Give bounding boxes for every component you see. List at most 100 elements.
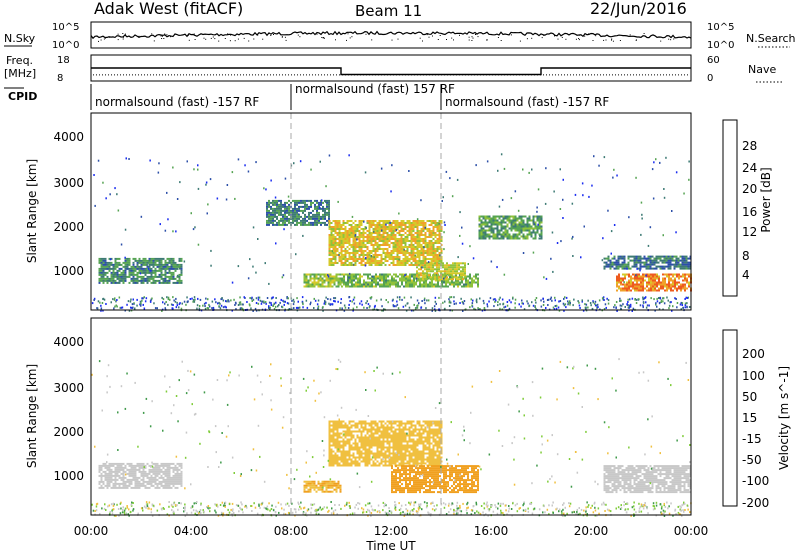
data-cell [348,446,351,449]
ground-scatter-cell [591,307,594,310]
data-cell [374,232,377,234]
ground-scatter-cell [369,305,371,308]
ground-scatter-cell [581,300,583,303]
data-cell [422,264,424,267]
data-cell [336,464,339,467]
data-cell [106,472,109,475]
data-cell [148,263,151,266]
data-cell [434,256,437,258]
data-cell [418,220,421,222]
noise-search-dot [163,38,165,39]
data-cell [402,234,405,236]
data-cell [330,444,333,447]
data-cell [396,258,399,260]
data-cell [500,227,503,230]
data-cell [436,230,439,232]
data-cell [431,279,433,282]
data-cell [126,478,129,481]
data-cell [410,236,413,238]
data-cell [637,255,640,258]
data-cell [488,217,491,220]
sparse-echo-cell [475,164,477,167]
data-cell [272,199,274,202]
data-cell [436,270,438,273]
data-cell [124,263,127,266]
data-cell [336,228,339,230]
data-cell [371,285,373,288]
data-cell [422,274,424,277]
data-cell [422,226,425,228]
data-cell [360,264,363,266]
data-cell [416,254,419,256]
data-cell [682,273,684,276]
data-cell [332,458,335,461]
data-cell [280,199,282,202]
data-cell [124,257,127,260]
data-cell [633,265,636,268]
data-cell [432,244,435,246]
data-cell [430,254,433,256]
data-cell [332,450,335,453]
data-cell [360,222,363,224]
data-cell [337,283,340,286]
ground-scatter-cell [558,300,560,303]
data-cell [344,242,347,244]
data-cell [488,215,491,218]
data-cell [278,199,280,202]
ground-scatter-cell [666,296,668,299]
data-cell [457,285,459,288]
data-cell [428,240,431,242]
data-cell [388,246,391,248]
sparse-echo-cell [350,281,352,284]
data-cell [654,287,656,290]
data-cell [390,236,393,238]
data-cell [463,285,465,288]
data-cell [370,224,373,226]
data-cell [332,228,335,230]
data-cell [132,464,135,467]
data-cell [346,242,349,244]
data-cell [414,252,417,254]
ground-scatter-cell [639,304,642,307]
sparse-echo-cell [247,170,250,173]
data-cell [377,275,379,278]
data-cell [514,217,517,220]
data-cell [626,283,628,286]
data-cell [422,278,424,281]
sparse-echo-cell [456,178,459,181]
data-cell [148,257,151,260]
data-cell [154,261,157,264]
data-cell [534,225,537,228]
data-cell [330,252,333,254]
data-cell [422,242,425,244]
data-cell [144,273,147,276]
data-cell [500,223,503,226]
data-cell [168,468,171,471]
data-cell [426,244,429,246]
data-cell [536,231,539,234]
ground-scatter-cell [164,307,166,310]
data-cell [314,207,316,210]
data-cell [98,267,101,270]
data-cell [372,250,375,252]
frequency-trace [91,67,691,76]
data-cell [144,277,147,280]
data-cell [428,276,430,279]
data-cell [680,287,682,290]
data-cell [174,466,177,469]
data-cell [676,283,678,286]
data-cell [357,285,359,288]
sparse-echo-cell [398,258,400,261]
power-heatmap [91,153,692,312]
data-cell [118,269,121,272]
data-cell [323,285,326,288]
data-cell [338,226,341,228]
ground-scatter-cell [613,306,615,309]
data-cell [122,478,125,481]
data-cell [414,226,417,228]
data-cell [416,240,419,242]
data-cell [336,446,339,449]
data-cell [337,273,340,276]
data-cell [464,276,466,279]
data-cell [449,275,451,278]
